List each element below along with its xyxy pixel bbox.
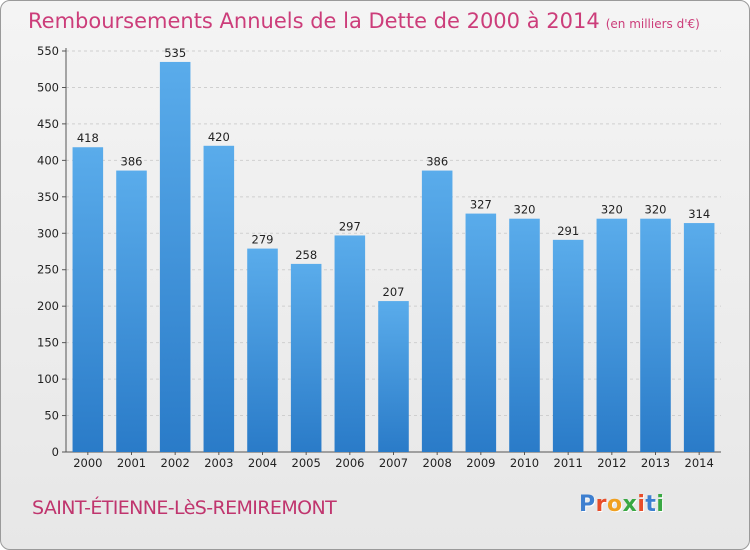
bar-value-label: 320 <box>645 203 667 217</box>
bar[interactable] <box>290 263 322 452</box>
bar-value-label: 314 <box>688 207 710 221</box>
x-tick-label: 2012 <box>597 456 626 470</box>
bar[interactable] <box>378 301 409 452</box>
x-tick-label: 2010 <box>510 456 539 470</box>
town-name: SAINT-ÉTIENNE-LèS-REMIREMONT <box>32 497 337 519</box>
bar[interactable] <box>247 248 278 452</box>
x-tick-label: 2013 <box>641 456 670 470</box>
bars <box>72 61 715 453</box>
bar-value-label: 320 <box>514 203 536 217</box>
bar[interactable] <box>683 223 715 452</box>
y-tick-label: 450 <box>37 117 59 131</box>
logo-letter: o <box>606 492 623 517</box>
bar[interactable] <box>552 239 584 452</box>
logo-letter: t <box>645 492 657 517</box>
x-tick-label: 2003 <box>204 456 233 470</box>
y-tick-label: 500 <box>37 80 59 94</box>
logo-letter: i <box>656 492 665 517</box>
bar-value-label: 420 <box>208 130 230 144</box>
x-tick-label: 2011 <box>554 456 583 470</box>
y-tick-label: 550 <box>37 44 59 58</box>
x-tick-label: 2008 <box>423 456 452 470</box>
x-tick-label: 2005 <box>292 456 321 470</box>
y-tick-label: 250 <box>37 263 59 277</box>
bar[interactable] <box>116 170 147 452</box>
y-tick-label: 0 <box>52 445 59 459</box>
y-tick-label: 100 <box>37 372 59 386</box>
bar-value-label: 291 <box>557 224 579 238</box>
x-tick-label: 2014 <box>685 456 714 470</box>
x-tick-label: 2002 <box>161 456 190 470</box>
bar[interactable] <box>334 235 366 452</box>
x-tick-label: 2009 <box>466 456 495 470</box>
bar-value-label: 535 <box>164 46 186 60</box>
y-tick-label: 400 <box>37 153 59 167</box>
bar-value-label: 258 <box>295 248 317 262</box>
bar[interactable] <box>509 218 540 452</box>
proxiti-logo[interactable]: Proxiti <box>579 492 664 517</box>
bar[interactable] <box>203 145 235 453</box>
bar-value-label: 386 <box>426 155 448 169</box>
unit-note: (en milliers d'€) <box>605 17 700 31</box>
logo-letter: r <box>595 492 607 517</box>
labels: 0 50 100 150 200 250 300 350 400 450 500 550 418 2000… <box>37 44 714 470</box>
logo-letter: P <box>579 492 596 517</box>
x-tick-label: 2001 <box>117 456 146 470</box>
bar-value-label: 297 <box>339 219 361 233</box>
x-tick-label: 2006 <box>335 456 364 470</box>
bar[interactable] <box>640 218 671 452</box>
y-tick-label: 300 <box>37 226 59 240</box>
y-tick-label: 50 <box>44 409 59 423</box>
x-tick-label: 2000 <box>73 456 102 470</box>
bar[interactable] <box>72 147 104 453</box>
y-tick-label: 350 <box>37 190 59 204</box>
bar[interactable] <box>159 61 191 452</box>
bar-value-label: 386 <box>121 155 143 169</box>
bar-value-label: 207 <box>383 285 405 299</box>
bar-value-label: 418 <box>77 131 99 145</box>
bar[interactable] <box>465 213 497 452</box>
chart-title: Remboursements Annuels de la Dette de 20… <box>28 9 700 33</box>
bar-value-label: 327 <box>470 198 492 212</box>
x-tick-label: 2007 <box>379 456 408 470</box>
bar-value-label: 279 <box>252 233 274 247</box>
y-tick-label: 200 <box>37 299 59 313</box>
x-tick-label: 2004 <box>248 456 277 470</box>
logo-letter: x <box>622 492 638 517</box>
bar[interactable] <box>421 170 453 452</box>
y-tick-label: 150 <box>37 336 59 350</box>
bar-value-label: 320 <box>601 203 623 217</box>
logo-letter: i <box>637 492 646 517</box>
bar[interactable] <box>596 218 628 452</box>
